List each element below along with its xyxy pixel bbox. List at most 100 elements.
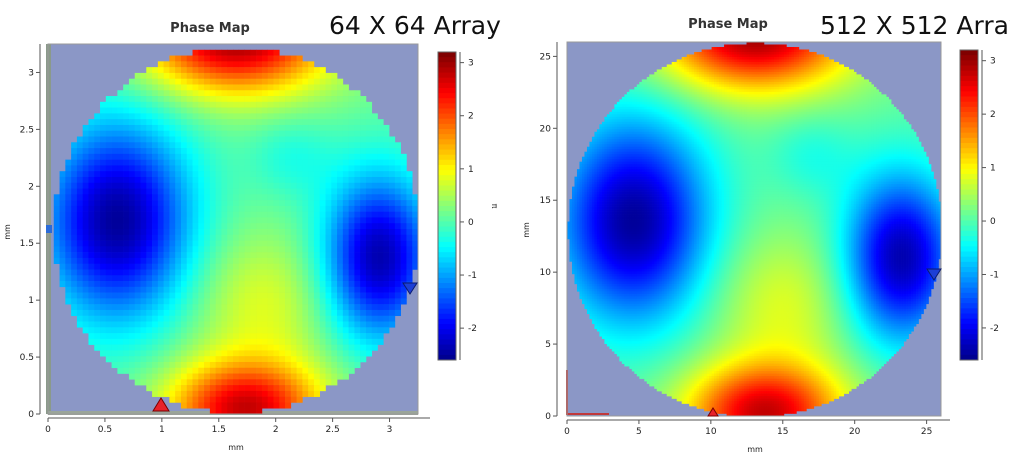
heat-cell bbox=[186, 367, 193, 374]
heat-cell bbox=[604, 211, 608, 215]
heat-cell bbox=[152, 390, 159, 397]
heat-cell bbox=[406, 176, 413, 184]
heat-cell bbox=[152, 107, 159, 114]
heat-cell bbox=[377, 194, 384, 201]
heat-cell bbox=[619, 296, 623, 300]
heat-cell bbox=[267, 269, 274, 276]
heat-cell bbox=[594, 211, 598, 215]
heat-cell bbox=[596, 194, 600, 197]
colorbar-segment bbox=[438, 293, 456, 299]
heat-cell bbox=[244, 124, 251, 132]
colorbar-segment bbox=[438, 298, 456, 305]
heat-cell bbox=[221, 315, 228, 322]
heat-cell bbox=[606, 156, 610, 160]
heat-cell bbox=[611, 291, 615, 295]
heat-cell bbox=[111, 101, 118, 108]
heat-cell bbox=[186, 136, 193, 143]
heat-cell bbox=[383, 252, 390, 259]
heat-cell bbox=[394, 292, 401, 299]
heat-cell bbox=[609, 191, 613, 195]
heat-cell bbox=[123, 188, 130, 195]
heat-cell bbox=[586, 278, 590, 282]
heat-cell bbox=[71, 246, 78, 253]
heat-cell bbox=[611, 261, 615, 265]
heat-cell bbox=[250, 304, 257, 311]
heat-cell bbox=[146, 107, 153, 114]
heat-cell bbox=[94, 159, 101, 166]
heat-cell bbox=[313, 78, 321, 85]
heat-cell bbox=[594, 283, 598, 287]
heat-cell bbox=[261, 292, 268, 299]
heat-cell bbox=[233, 263, 240, 270]
heat-cell bbox=[209, 252, 216, 259]
heat-cell bbox=[279, 188, 286, 195]
heat-cell bbox=[140, 217, 147, 224]
heat-cell bbox=[302, 124, 309, 132]
heat-cell bbox=[616, 298, 620, 302]
heat-cell bbox=[571, 204, 575, 207]
heat-cell bbox=[589, 238, 593, 242]
heat-cell bbox=[285, 315, 292, 322]
heat-cell bbox=[616, 246, 620, 250]
heat-cell bbox=[614, 191, 618, 195]
heat-cell bbox=[250, 408, 257, 415]
heat-cell bbox=[348, 124, 355, 132]
colorbar-segment bbox=[438, 144, 456, 151]
heat-cell bbox=[616, 114, 620, 118]
heat-cell bbox=[192, 315, 199, 322]
heat-cell bbox=[134, 344, 141, 351]
heat-cell bbox=[614, 179, 618, 182]
heat-cell bbox=[604, 159, 608, 162]
heat-cell bbox=[569, 229, 573, 232]
heat-cell bbox=[581, 156, 585, 160]
heat-cell bbox=[285, 252, 292, 259]
heat-cell bbox=[377, 309, 384, 317]
heat-cell bbox=[163, 390, 170, 397]
heat-cell bbox=[601, 281, 605, 285]
heat-cell bbox=[152, 182, 159, 189]
heat-cell bbox=[365, 275, 373, 282]
heat-cell bbox=[611, 226, 615, 230]
heat-cell bbox=[609, 303, 613, 307]
heat-cell bbox=[365, 153, 373, 160]
heat-cell bbox=[591, 251, 595, 255]
heat-cell bbox=[261, 55, 268, 62]
heat-cell bbox=[581, 186, 585, 190]
heat-cell bbox=[337, 367, 344, 374]
heat-cell bbox=[599, 261, 603, 265]
heat-cell bbox=[221, 240, 228, 247]
heat-cell bbox=[377, 338, 384, 345]
heat-cell bbox=[88, 159, 95, 166]
blue-marker-icon[interactable] bbox=[402, 282, 418, 295]
heat-cell bbox=[71, 292, 78, 299]
heat-cell bbox=[614, 141, 618, 145]
heat-cell bbox=[621, 119, 625, 123]
heat-cell bbox=[354, 350, 361, 357]
heat-cell bbox=[140, 90, 147, 97]
heat-cell bbox=[569, 216, 573, 220]
heat-cell bbox=[215, 113, 222, 120]
heat-cell bbox=[389, 217, 396, 224]
heat-cell bbox=[337, 281, 344, 288]
colorbar-segment bbox=[438, 154, 456, 161]
heat-cell bbox=[365, 292, 373, 299]
red-marker-icon[interactable] bbox=[152, 397, 170, 412]
heat-cell bbox=[296, 67, 303, 74]
heat-cell bbox=[94, 153, 101, 160]
heat-cell bbox=[584, 156, 588, 160]
heat-cell bbox=[616, 189, 620, 192]
heat-cell bbox=[146, 153, 153, 160]
heat-cell bbox=[331, 298, 338, 305]
heat-cell bbox=[360, 338, 367, 345]
heat-cell bbox=[609, 248, 613, 252]
heat-cell bbox=[117, 309, 124, 317]
heat-cell bbox=[71, 217, 78, 224]
heat-cell bbox=[394, 217, 401, 224]
heat-cell bbox=[319, 148, 326, 155]
heat-cell bbox=[611, 236, 615, 240]
heat-cell bbox=[581, 236, 585, 240]
heat-cell bbox=[71, 159, 78, 166]
heat-cell bbox=[134, 292, 141, 299]
heat-cell bbox=[586, 146, 590, 150]
heat-cell bbox=[313, 321, 321, 328]
